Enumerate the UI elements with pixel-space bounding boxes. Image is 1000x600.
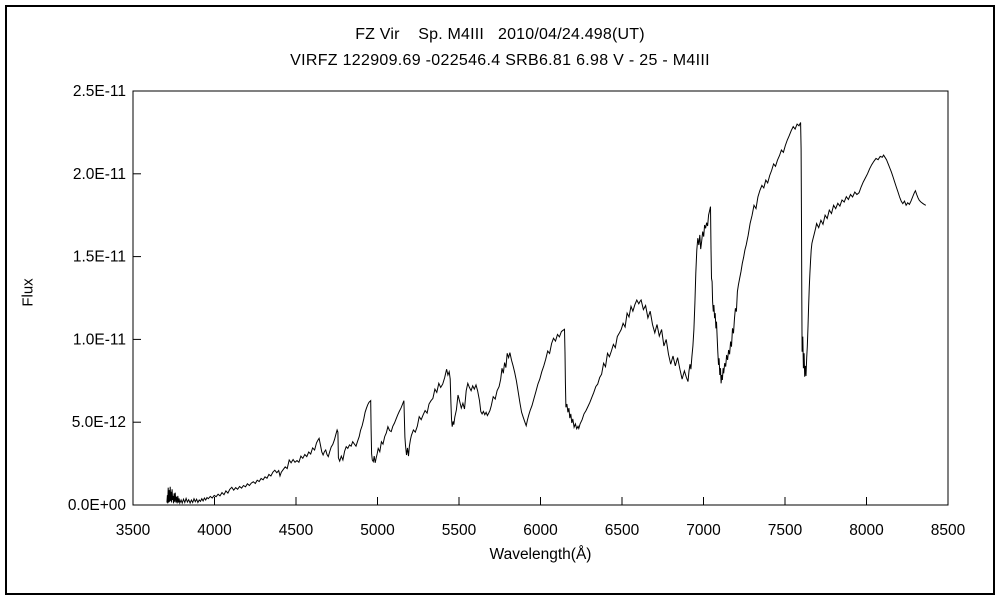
x-tick-label: 3500 <box>116 522 151 539</box>
y-axis-ticks <box>133 90 141 506</box>
x-tick-label: 6500 <box>605 522 640 539</box>
x-tick-label: 7500 <box>768 522 803 539</box>
y-axis-tick-labels: 0.0E+00 5.0E-12 1.0E-11 1.5E-11 2.0E-11 2.5E-… <box>68 83 127 514</box>
x-axis-ticks <box>132 497 949 505</box>
y-tick-label: 2.5E-11 <box>73 83 126 100</box>
y-tick-label: 1.5E-11 <box>73 249 126 266</box>
y-tick-label: 2.0E-11 <box>73 166 126 183</box>
x-tick-label: 8000 <box>849 522 884 539</box>
chart-title: FZ Vir Sp. M4III 2010/04/24.498(UT) <box>355 26 645 43</box>
x-tick-label: 5500 <box>442 522 477 539</box>
x-tick-label: 4500 <box>279 522 314 539</box>
x-axis-title: Wavelength(Å) <box>489 546 592 563</box>
x-tick-label: 5000 <box>360 522 395 539</box>
y-tick-label: 5.0E-12 <box>72 414 126 431</box>
chart-subtitle: VIRFZ 122909.69 -022546.4 SRB6.81 6.98 V… <box>290 52 710 69</box>
x-tick-label: 6000 <box>523 522 558 539</box>
spectrum-line <box>166 122 927 505</box>
x-axis-tick-labels: 3500 4000 4500 5000 5500 6000 6500 7000 7500 8000… <box>116 522 966 539</box>
x-tick-label: 4000 <box>197 522 232 539</box>
y-tick-label: 1.0E-11 <box>73 331 126 348</box>
y-tick-label: 0.0E+00 <box>68 497 127 514</box>
x-tick-label: 8500 <box>931 522 966 539</box>
x-tick-label: 7000 <box>686 522 721 539</box>
plot-frame <box>132 90 949 506</box>
